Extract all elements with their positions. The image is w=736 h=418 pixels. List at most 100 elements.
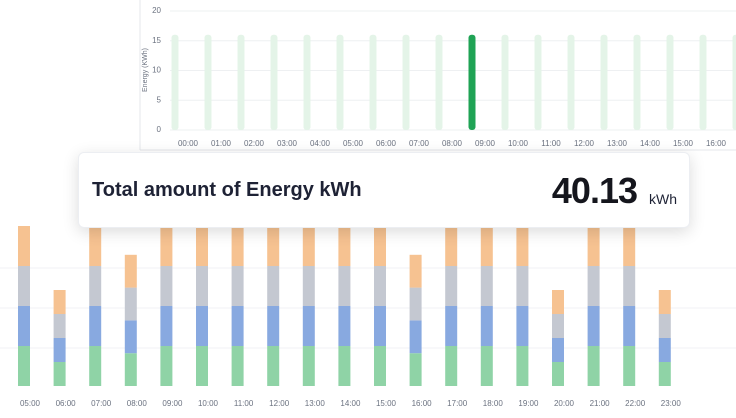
x-tick-label: 18:00 bbox=[483, 399, 504, 408]
bar-segment bbox=[124, 287, 137, 321]
bar-segment bbox=[267, 266, 280, 306]
bar-segment bbox=[587, 346, 600, 386]
x-tick-label: 00:00 bbox=[178, 139, 199, 148]
bar-segment bbox=[53, 314, 66, 338]
x-tick-label: 02:00 bbox=[244, 139, 265, 148]
bar-segment bbox=[160, 266, 173, 306]
summary-title: Total amount of Energy kWh bbox=[92, 179, 362, 201]
bar bbox=[336, 34, 344, 130]
bar-segment bbox=[516, 306, 529, 346]
bar bbox=[666, 34, 674, 130]
x-tick-label: 15:00 bbox=[376, 399, 397, 408]
bar-segment bbox=[302, 266, 315, 306]
bar-segment bbox=[53, 338, 66, 362]
x-tick-label: 09:00 bbox=[475, 139, 496, 148]
x-tick-label: 01:00 bbox=[211, 139, 232, 148]
x-tick-label: 23:00 bbox=[661, 399, 682, 408]
x-tick-label: 15:00 bbox=[673, 139, 694, 148]
bar-segment bbox=[160, 306, 173, 346]
bar-segment bbox=[658, 362, 671, 386]
bar bbox=[435, 34, 443, 130]
bar bbox=[600, 34, 608, 130]
y-tick-label: 5 bbox=[157, 95, 162, 104]
x-tick-label: 06:00 bbox=[376, 139, 397, 148]
y-tick-label: 15 bbox=[152, 36, 161, 45]
bar-segment bbox=[89, 226, 102, 266]
x-tick-label: 16:00 bbox=[412, 399, 433, 408]
bar-segment bbox=[231, 226, 244, 266]
x-tick-label: 22:00 bbox=[625, 399, 646, 408]
bar bbox=[567, 34, 575, 130]
bar-segment bbox=[89, 266, 102, 306]
bar-segment bbox=[89, 346, 102, 386]
bar bbox=[369, 34, 377, 130]
bar bbox=[402, 34, 410, 130]
bar-segment bbox=[623, 346, 636, 386]
bar-segment bbox=[267, 226, 280, 266]
x-tick-label: 14:00 bbox=[640, 139, 661, 148]
bar-segment bbox=[516, 346, 529, 386]
bar-segment bbox=[658, 314, 671, 338]
bar-segment bbox=[338, 306, 351, 346]
bar-segment bbox=[124, 320, 137, 354]
summary-card: Total amount of Energy kWh 40.13 kWh bbox=[78, 152, 690, 228]
bar-segment bbox=[658, 338, 671, 362]
bar-segment bbox=[374, 306, 386, 346]
bar-segment bbox=[552, 290, 564, 314]
y-tick-label: 0 bbox=[157, 125, 162, 134]
bar-segment bbox=[196, 306, 208, 346]
bar-segment bbox=[480, 346, 493, 386]
bar-segment bbox=[445, 226, 458, 266]
summary-value: 40.13 bbox=[551, 170, 638, 211]
bottom-grid bbox=[0, 267, 736, 349]
bar-segment bbox=[18, 306, 30, 346]
x-tick-label: 11:00 bbox=[234, 399, 254, 408]
bar-segment bbox=[338, 266, 351, 306]
bar bbox=[501, 34, 509, 130]
bar-segment bbox=[231, 346, 244, 386]
x-tick-label: 14:00 bbox=[340, 399, 361, 408]
x-tick-label: 16:00 bbox=[706, 139, 727, 148]
bar-segment bbox=[160, 346, 173, 386]
x-tick-label: 05:00 bbox=[343, 139, 364, 148]
bar bbox=[534, 34, 542, 130]
bar-segment bbox=[623, 306, 636, 346]
bar-segment bbox=[480, 266, 493, 306]
bar-segment bbox=[445, 266, 458, 306]
bar bbox=[204, 34, 212, 130]
bar-segment bbox=[480, 306, 493, 346]
bar-segment bbox=[552, 314, 564, 338]
bar-segment bbox=[53, 362, 66, 386]
y-tick-label: 20 bbox=[152, 6, 161, 15]
bar bbox=[303, 34, 311, 130]
bar bbox=[699, 34, 707, 130]
bar-segment bbox=[587, 306, 600, 346]
x-tick-label: 13:00 bbox=[305, 399, 326, 408]
bar bbox=[468, 34, 476, 130]
bar-segment bbox=[124, 254, 137, 288]
bar-segment bbox=[587, 266, 600, 306]
x-tick-label: 09:00 bbox=[162, 399, 183, 408]
bar bbox=[732, 34, 736, 130]
bar-segment bbox=[623, 226, 636, 266]
bar-segment bbox=[552, 338, 564, 362]
bar-segment bbox=[18, 226, 30, 266]
x-tick-label: 20:00 bbox=[554, 399, 575, 408]
x-tick-label: 19:00 bbox=[518, 399, 539, 408]
x-tick-label: 04:00 bbox=[310, 139, 331, 148]
bar-segment bbox=[374, 266, 386, 306]
bar-segment bbox=[409, 287, 422, 321]
x-tick-label: 08:00 bbox=[127, 399, 148, 408]
x-tick-label: 10:00 bbox=[508, 139, 529, 148]
bar-segment bbox=[196, 266, 208, 306]
x-tick-label: 07:00 bbox=[409, 139, 430, 148]
bar-segment bbox=[18, 346, 30, 386]
bar bbox=[270, 34, 278, 130]
bar-segment bbox=[302, 306, 315, 346]
bar bbox=[633, 34, 641, 130]
bar bbox=[237, 34, 245, 130]
bar-segment bbox=[231, 266, 244, 306]
bar-segment bbox=[338, 346, 351, 386]
bar-segment bbox=[623, 266, 636, 306]
summary-unit: kWh bbox=[649, 191, 677, 207]
